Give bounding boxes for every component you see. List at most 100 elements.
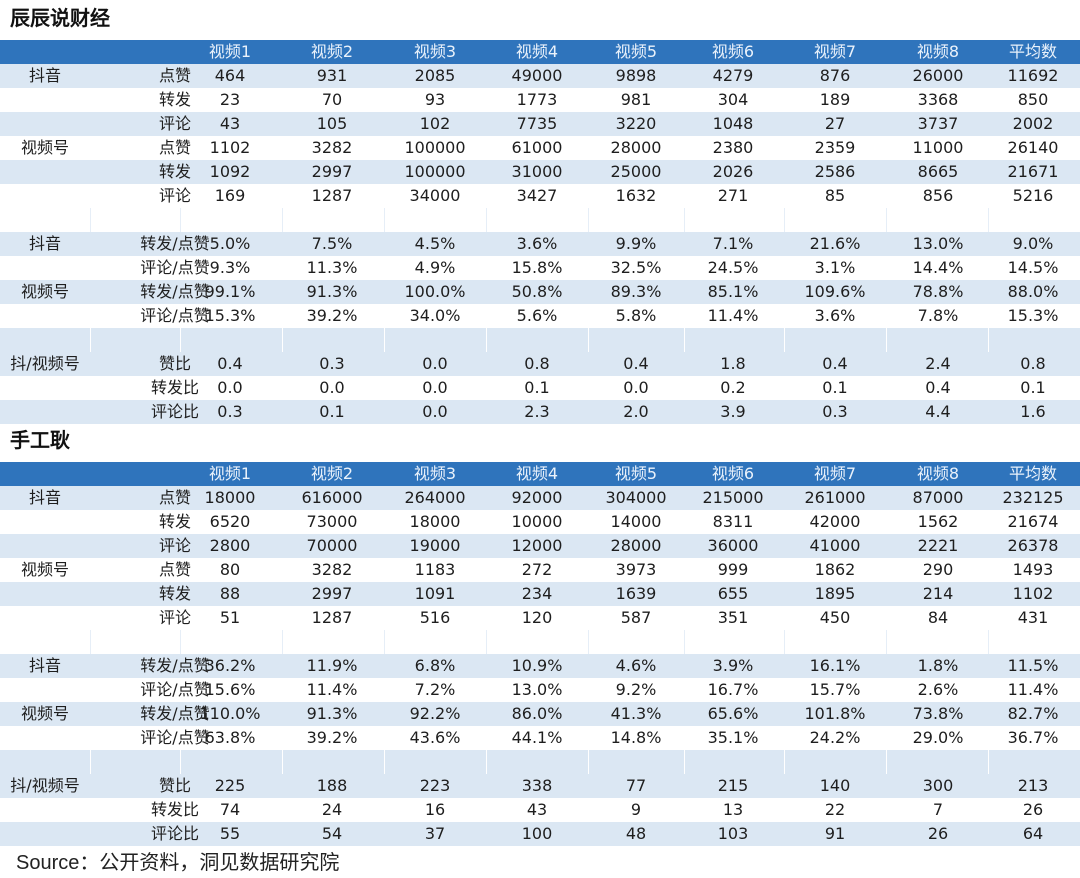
table-cell: 120 [521, 608, 553, 627]
table-row: 评论/点赞 15.6% 11.4% 7.2% 13.0% 9.2% 16.7% 15.7% 2.… [0, 678, 1080, 702]
table-cell: 1183 [414, 560, 456, 579]
table-cell: 304 [717, 90, 749, 109]
table-cell: 15.7% [809, 680, 861, 699]
row-metric-label: 转发 [158, 162, 191, 181]
table-cell: 6520 [209, 512, 251, 531]
table-cell: 304000 [605, 488, 667, 507]
table-cell: 91.3% [306, 282, 358, 301]
table-cell: 32.5% [610, 258, 662, 277]
table-cell: 16.1% [809, 656, 861, 675]
table-cell: 7.1% [712, 234, 754, 253]
section-title: 手工耿 [10, 428, 70, 452]
table-cell: 272 [521, 560, 553, 579]
table-cell: 85 [824, 186, 846, 205]
table-cell: 2221 [917, 536, 959, 555]
table-cell: 12000 [511, 536, 563, 555]
table-cell: 73.8% [912, 704, 964, 723]
table-cell: 9.0% [1012, 234, 1054, 253]
row-group-label [2, 400, 88, 424]
table-cell: 9.3% [209, 258, 251, 277]
table-cell: 1639 [615, 584, 657, 603]
table-cell: 41.3% [610, 704, 662, 723]
table-cell: 2380 [712, 138, 754, 157]
table-cell: 3.9 [720, 402, 746, 421]
table-cell: 4.5% [414, 234, 456, 253]
table-cell: 431 [1017, 608, 1049, 627]
table-cell: 103 [717, 824, 749, 843]
table-row: 评论 51 1287 516 120 587 351 450 84 431 [0, 606, 1080, 630]
table-cell: 14.8% [610, 728, 662, 747]
table-cell: 0.1 [1020, 378, 1046, 397]
table-cell: 3.6% [516, 234, 558, 253]
table-cell: 188 [316, 776, 348, 795]
column-header: 视频5 [614, 42, 658, 61]
table-cell: 9.9% [615, 234, 657, 253]
table-cell: 2586 [814, 162, 856, 181]
table-cell: 89.3% [610, 282, 662, 301]
table-cell: 87000 [912, 488, 964, 507]
table-cell: 11692 [1007, 66, 1059, 85]
table-cell: 55 [219, 824, 241, 843]
column-divider [90, 328, 91, 352]
row-metric-label: 评论比 [150, 402, 199, 421]
table-cell: 300 [922, 776, 954, 795]
table-cell: 0.0 [422, 354, 448, 373]
column-divider [886, 750, 887, 774]
column-header: 视频6 [711, 42, 755, 61]
table-cell: 0.3 [217, 402, 243, 421]
table-cell: 7 [932, 800, 944, 819]
table-cell: 6.8% [414, 656, 456, 675]
table-cell: 856 [922, 186, 954, 205]
table-cell: 3.1% [814, 258, 856, 277]
table-cell: 2997 [311, 584, 353, 603]
table-cell: 0.0 [319, 378, 345, 397]
table-cell: 234 [521, 584, 553, 603]
row-metric-label: 赞比 [158, 776, 191, 795]
table-cell: 616000 [301, 488, 363, 507]
column-divider [486, 630, 487, 654]
table-cell: 100 [521, 824, 553, 843]
table-cell: 51 [219, 608, 241, 627]
table-cell: 5216 [1012, 186, 1054, 205]
table-cell: 3368 [917, 90, 959, 109]
table-cell: 11.3% [306, 258, 358, 277]
row-group-label [2, 534, 88, 558]
table-cell: 82.7% [1007, 704, 1059, 723]
table-cell: 450 [819, 608, 851, 627]
table-cell: 28000 [610, 536, 662, 555]
column-header: 视频1 [208, 42, 252, 61]
source-note: Source：公开资料，洞见数据研究院 [16, 852, 340, 874]
table-cell: 1102 [1012, 584, 1054, 603]
table-cell: 214 [922, 584, 954, 603]
column-divider [988, 328, 989, 352]
row-metric-label: 评论 [158, 186, 191, 205]
table-cell: 10.9% [511, 656, 563, 675]
row-group-label: 视频号 [20, 560, 69, 579]
table-cell: 0.4 [217, 354, 243, 373]
table-cell: 92.2% [409, 704, 461, 723]
table-row: 转发 6520 73000 18000 10000 14000 8311 42000 1562 2… [0, 510, 1080, 534]
table-cell: 102 [419, 114, 451, 133]
column-divider [784, 750, 785, 774]
table-cell: 271 [717, 186, 749, 205]
column-header: 视频6 [711, 464, 755, 483]
column-divider [282, 750, 283, 774]
column-divider [486, 208, 487, 232]
row-metric-label: 评论/点赞 [140, 728, 210, 747]
row-metric-label: 转发/点赞 [140, 656, 210, 675]
table-cell: 18000 [204, 488, 256, 507]
column-divider [588, 208, 589, 232]
row-group-label [2, 88, 88, 112]
table-cell: 215000 [702, 488, 764, 507]
column-divider [784, 630, 785, 654]
table-cell: 140 [819, 776, 851, 795]
table-cell: 74 [219, 800, 241, 819]
table-cell: 264000 [404, 488, 466, 507]
table-cell: 3427 [516, 186, 558, 205]
table-cell: 931 [316, 66, 348, 85]
table-cell: 351 [717, 608, 749, 627]
table-cell: 35.1% [707, 728, 759, 747]
table-cell: 0.0 [217, 378, 243, 397]
table-cell: 1895 [814, 584, 856, 603]
table-cell: 21671 [1007, 162, 1059, 181]
